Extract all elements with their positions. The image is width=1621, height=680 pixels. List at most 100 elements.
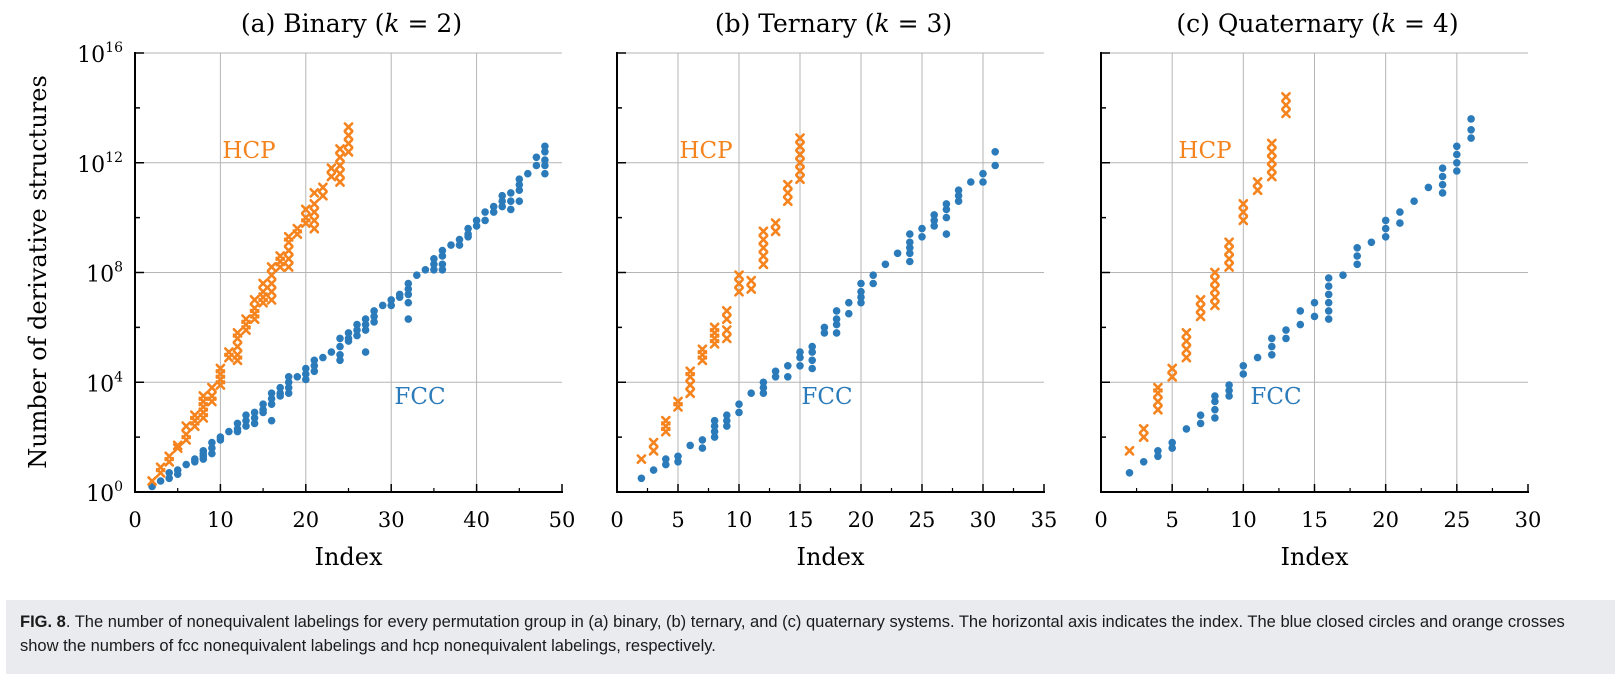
fcc-point (918, 233, 926, 241)
hcp-point (1238, 199, 1249, 209)
fcc-point (808, 342, 816, 351)
fcc-point (472, 216, 481, 225)
fcc-point (954, 191, 963, 200)
fcc-point (930, 222, 938, 230)
fcc-point (906, 230, 914, 238)
fcc-point (1424, 183, 1433, 192)
hcp-point (770, 226, 781, 237)
hcp-point (1266, 138, 1277, 149)
hcp-label: HCP (679, 138, 732, 164)
fcc-point (165, 469, 173, 477)
hcp-point (232, 341, 243, 352)
hcp-point (232, 349, 243, 360)
hcp-point (155, 462, 166, 473)
fcc-point (336, 334, 344, 343)
fcc-point (361, 326, 370, 334)
fcc-point (820, 329, 829, 337)
fcc-point (1453, 167, 1461, 175)
fcc-point (771, 373, 780, 381)
fcc-point (1154, 447, 1162, 455)
hcp-point (283, 253, 294, 264)
hcp-point (207, 391, 217, 401)
x-tick-label: 0 (610, 508, 623, 532)
fcc-point (857, 298, 865, 307)
fcc-point (869, 271, 877, 280)
hcp-point (181, 421, 192, 432)
fcc-point (1467, 126, 1475, 134)
hcp-point (795, 133, 805, 143)
hcp-point (198, 391, 209, 401)
fcc-point (336, 356, 344, 365)
fcc-point (759, 378, 768, 387)
fcc-point (284, 378, 293, 387)
fcc-point (1253, 353, 1262, 362)
x-axis-label: Index (314, 543, 383, 571)
hcp-point (1124, 445, 1135, 456)
fcc-point (1168, 438, 1176, 447)
fcc-point (1268, 334, 1276, 343)
fcc-point (1296, 320, 1305, 329)
fcc-point (532, 161, 541, 170)
fcc-point (404, 298, 413, 307)
fcc-point (1211, 392, 1219, 400)
fcc-point (387, 301, 396, 310)
fcc-point (165, 474, 173, 483)
fcc-point (259, 408, 267, 417)
fcc-point (532, 153, 541, 162)
fcc-point (438, 246, 447, 255)
hcp-point (795, 141, 805, 152)
fcc-point (710, 416, 719, 425)
hcp-point (1210, 275, 1220, 286)
x-tick-label: 10 (726, 508, 753, 532)
hcp-point (343, 130, 354, 141)
fcc-point (857, 293, 865, 302)
hcp-point (181, 429, 192, 440)
fcc-point (723, 416, 731, 425)
fcc-point (541, 156, 549, 164)
fcc-point (524, 169, 532, 178)
hcp-point (300, 204, 311, 215)
hcp-point (300, 212, 311, 223)
fcc-point (225, 427, 233, 436)
hcp-point (685, 366, 696, 377)
fcc-point (918, 224, 926, 233)
fcc-point (784, 362, 792, 370)
fcc-point (1381, 224, 1390, 233)
fcc-point (820, 323, 829, 332)
hcp-point (1167, 363, 1178, 374)
fcc-point (906, 244, 914, 252)
hcp-point (673, 396, 683, 407)
hcp-point (1153, 396, 1163, 407)
fcc-point (353, 326, 361, 334)
fcc-point (1310, 312, 1319, 321)
fcc-point (649, 466, 658, 474)
hcp-point (1266, 155, 1277, 165)
hcp-point (721, 314, 732, 324)
fcc-point (1324, 290, 1333, 299)
hcp-point (241, 314, 251, 324)
fcc-point (1225, 392, 1233, 400)
fcc-point (759, 389, 768, 398)
fcc-point (674, 452, 682, 461)
fcc-point (336, 351, 344, 359)
hcp-point (249, 303, 260, 314)
fcc-point (515, 180, 524, 189)
fcc-point (430, 260, 438, 269)
fcc-point (979, 178, 987, 186)
x-tick-label: 35 (1031, 508, 1058, 532)
fcc-point (242, 416, 250, 425)
fcc-point (284, 373, 293, 381)
fcc-point (498, 191, 507, 200)
y-tick-label: 104 (86, 369, 123, 397)
fcc-point (404, 290, 413, 299)
fcc-label: FCC (394, 384, 445, 410)
hcp-point (326, 171, 337, 182)
fcc-point (1467, 134, 1475, 142)
hcp-point (343, 138, 354, 149)
fcc-point (1282, 334, 1290, 343)
x-tick-label: 20 (848, 508, 875, 532)
hcp-point (326, 163, 337, 174)
fcc-point (845, 298, 853, 307)
hcp-point (275, 251, 286, 261)
fcc-point (208, 438, 216, 447)
